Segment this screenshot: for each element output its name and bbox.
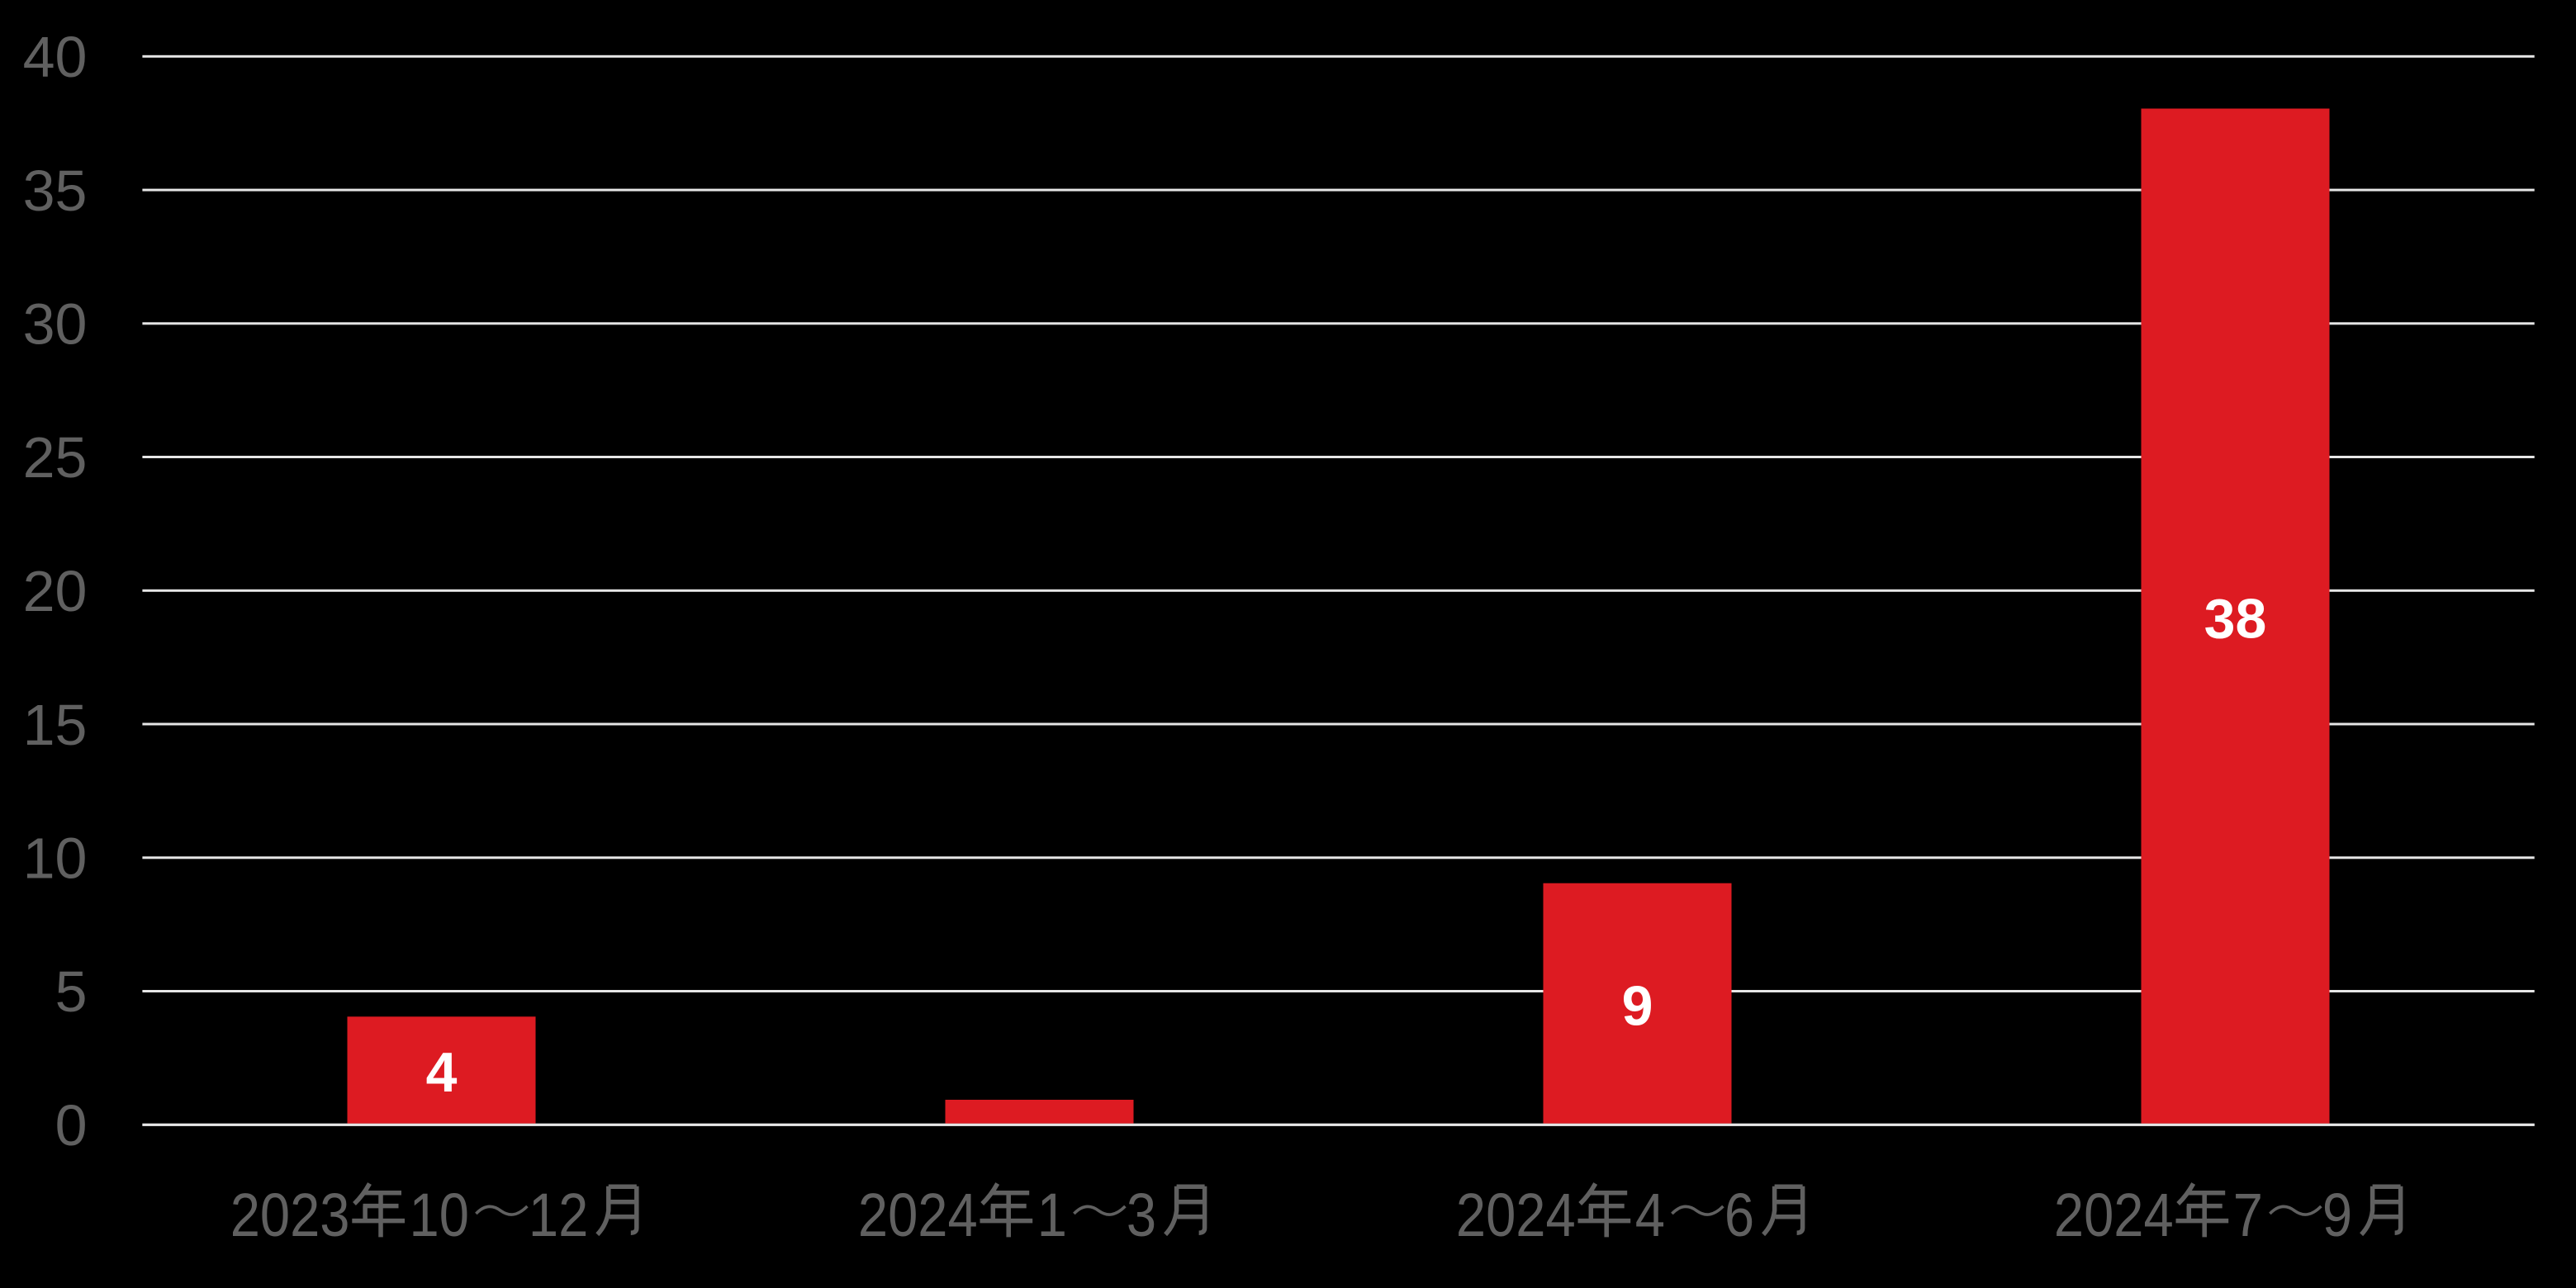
svg-text:25: 25 [23, 425, 88, 490]
svg-text:15: 15 [23, 693, 88, 757]
svg-text:7: 7 [2233, 1181, 2263, 1249]
svg-text:4: 4 [1635, 1181, 1665, 1249]
svg-text:5: 5 [55, 959, 88, 1024]
svg-text:4: 4 [426, 1041, 458, 1104]
svg-text:10: 10 [410, 1181, 469, 1249]
svg-text:9: 9 [2322, 1181, 2352, 1249]
svg-text:0: 0 [55, 1093, 88, 1158]
svg-text:12: 12 [529, 1181, 588, 1249]
svg-text:40: 40 [23, 25, 88, 89]
svg-text:2024: 2024 [1456, 1181, 1576, 1249]
svg-text:10: 10 [23, 826, 88, 891]
svg-text:38: 38 [2204, 588, 2267, 651]
svg-text:9: 9 [1622, 974, 1653, 1037]
svg-text:2024: 2024 [2054, 1181, 2174, 1249]
svg-text:35: 35 [23, 159, 88, 223]
svg-text:20: 20 [23, 559, 88, 623]
svg-text:2023: 2023 [230, 1181, 350, 1249]
svg-text:1: 1 [1037, 1181, 1067, 1249]
svg-text:30: 30 [23, 292, 88, 357]
svg-text:3: 3 [1127, 1181, 1156, 1249]
svg-text:2024: 2024 [858, 1181, 978, 1249]
svg-text:6: 6 [1724, 1181, 1754, 1249]
